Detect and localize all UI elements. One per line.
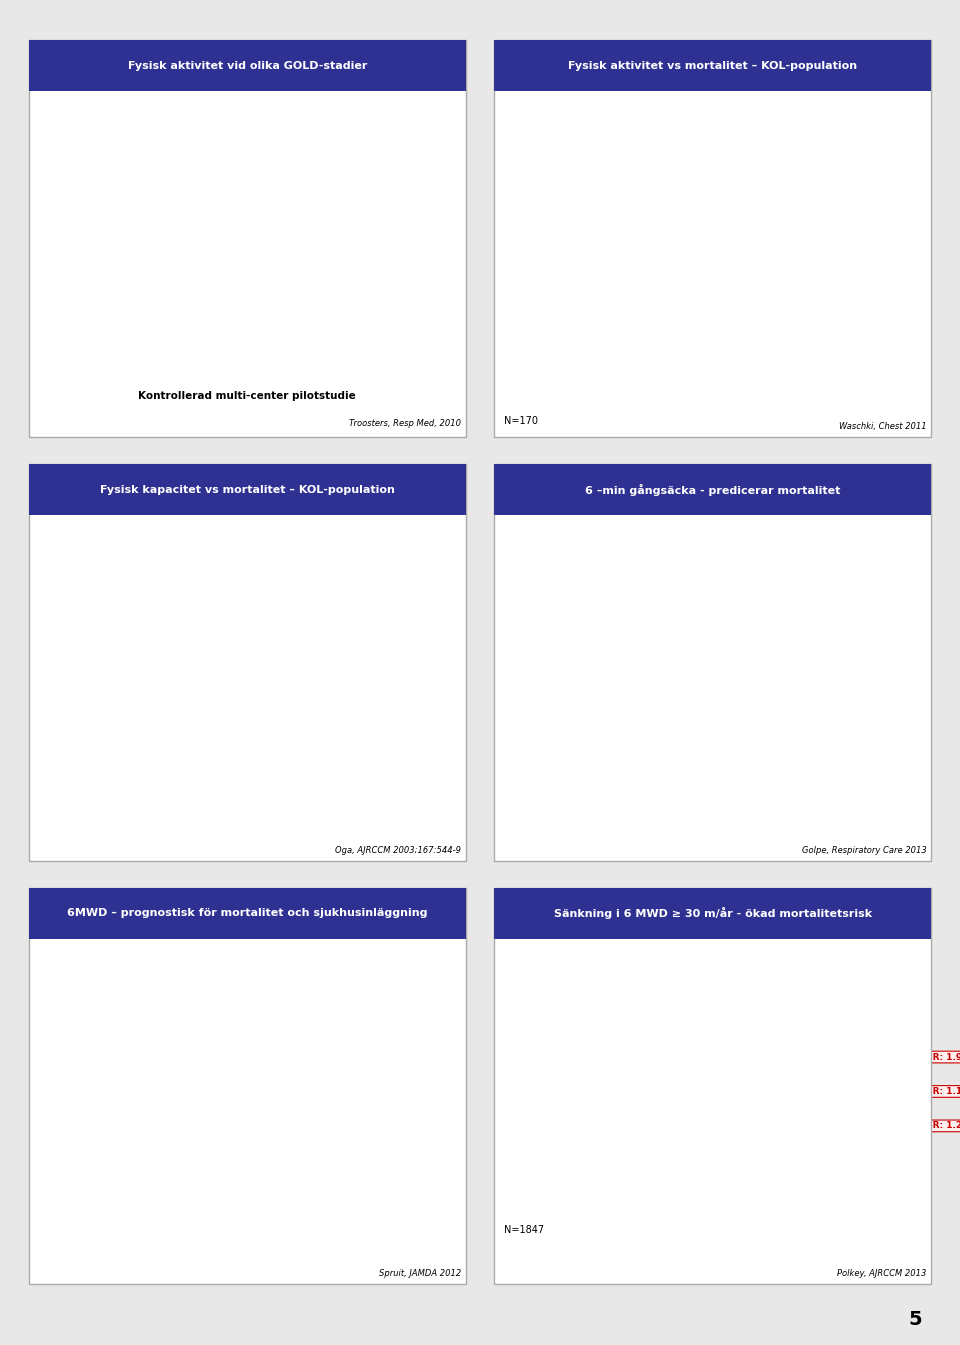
Text: N=1847: N=1847 [504,1225,544,1235]
Y-axis label: Probability of Survival: Probability of Survival [528,195,537,293]
Text: chi-square = 19.3
df = 1
P <0.001: chi-square = 19.3 df = 1 P <0.001 [580,282,655,312]
Text: I: I [443,560,445,569]
Text: Troosters, Resp Med, 2010: Troosters, Resp Med, 2010 [348,420,461,428]
Bar [396,1151,418,1170]
Text: IV: Peak V̇O₂: < 654 mL/min (n = 37): IV: Peak V̇O₂: < 654 mL/min (n = 37) [269,667,409,677]
Bar [360,1071,382,1170]
Text: II: Peak V̇O₂: 793 - 995 mL/min (n = 38): II: Peak V̇O₂: 793 - 995 mL/min (n = 38) [269,639,420,648]
Bar [187,261,226,343]
Text: 5: 5 [908,1310,922,1329]
Text: II: II [443,569,449,580]
Text: Sedentary: Sedentary [838,178,884,186]
Bar [165,1075,187,1170]
Text: 6 –min gångsäcka - predicerar mortalitet: 6 –min gångsäcka - predicerar mortalitet [585,484,841,495]
Bar [108,1025,130,1170]
Text: Active: Active [856,145,884,155]
X-axis label: Hazard Ratio from Cox Proportional Hazards Model: Hazard Ratio from Cox Proportional Hazar… [657,1174,851,1184]
Text: N=170: N=170 [504,416,538,425]
Text: Spruit, JAMDA 2012: Spruit, JAMDA 2012 [378,1270,461,1278]
Text: Very inactive: Very inactive [819,245,877,254]
Text: Fysisk aktivitet vs mortalitet – KOL-population: Fysisk aktivitet vs mortalitet – KOL-pop… [568,61,857,71]
Bar [396,308,435,343]
Text: HR: 1.93 (CI 1.29-2.90): HR: 1.93 (CI 1.29-2.90) [924,1053,960,1061]
Text: Golpe, Respiratory Care 2013: Golpe, Respiratory Care 2013 [802,846,926,854]
Text: Kontrollerad multi-center pilotstudie: Kontrollerad multi-center pilotstudie [138,391,356,401]
Bar [223,1106,245,1170]
Text: HR: 1.24 (CI 0.99-1.54): HR: 1.24 (CI 0.99-1.54) [924,1122,960,1130]
Bar [326,296,365,343]
X-axis label: Months of Follow-up: Months of Follow-up [696,367,787,377]
Bar [302,1052,324,1170]
Text: 6MWD < 395 m: 6MWD < 395 m [707,724,778,733]
Bar [338,1151,360,1170]
Text: IV: IV [443,717,453,726]
Legend: Mortality, Hospitalisations: Mortality, Hospitalisations [362,983,452,1013]
Y-axis label: Time @ moderate
(min.day⁻¹): Time @ moderate (min.day⁻¹) [54,203,73,285]
Text: Polkey, AJRCCM 2013: Polkey, AJRCCM 2013 [837,1270,926,1278]
Y-axis label: Survival Probability (%): Survival Probability (%) [525,608,534,714]
Text: III: Peak V̇O₂: 654 - 792 mL/min (n = 38): III: Peak V̇O₂: 654 - 792 mL/min (n = 38… [269,652,422,662]
Text: III: III [443,608,453,617]
Bar [280,1139,302,1170]
Text: *: * [273,139,279,152]
Text: Waschki, Chest 2011: Waschki, Chest 2011 [839,422,926,430]
Bar [245,1014,267,1170]
Bar [256,282,296,343]
Text: 6MWD – prognostisk för mortalitet och sjukhusinläggning: 6MWD – prognostisk för mortalitet och sj… [67,908,427,919]
X-axis label: 6MWD (m): 6MWD (m) [250,1205,298,1213]
Text: Fysisk kapacitet vs mortalitet – KOL-population: Fysisk kapacitet vs mortalitet – KOL-pop… [100,484,395,495]
Text: I: Peak V̇O₂: > 995 mL/min (n = 37): I: Peak V̇O₂: > 995 mL/min (n = 37) [269,624,404,633]
Text: HR: 1.18 (CI 0.93-1.49): HR: 1.18 (CI 0.93-1.49) [924,1087,960,1096]
Bar [130,1040,152,1170]
X-axis label: Time (d): Time (d) [723,791,760,800]
Text: Oga, AJRCCM 2003;167:544-9: Oga, AJRCCM 2003;167:544-9 [335,846,461,854]
Bar [187,998,209,1170]
Y-axis label: Percentage: Percentage [56,1049,64,1100]
Bar [117,192,156,343]
Text: Sänkning i 6 MWD ≥ 30 m/år - ökad mortalitetsrisk: Sänkning i 6 MWD ≥ 30 m/år - ökad mortal… [554,908,872,919]
Bar [418,1079,440,1170]
Y-axis label: Proportion Surviving: Proportion Surviving [62,612,71,703]
X-axis label: Months of Follow-Up: Months of Follow-Up [212,791,325,800]
Text: N=100: N=100 [360,195,394,206]
Text: Fysisk aktivitet vid olika GOLD-stadier: Fysisk aktivitet vid olika GOLD-stadier [128,61,367,71]
Text: 6MWD ≥ 395 m: 6MWD ≥ 395 m [672,590,743,600]
